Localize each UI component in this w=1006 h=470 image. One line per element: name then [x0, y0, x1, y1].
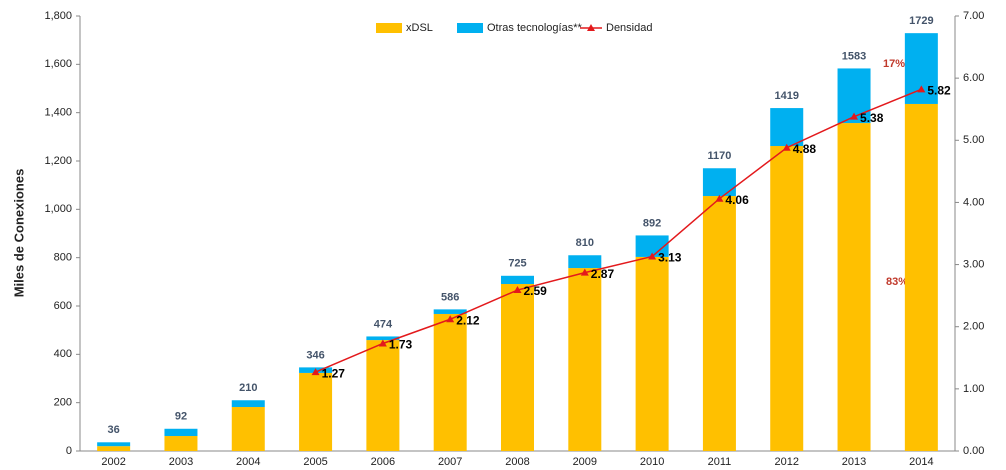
- x-tick-label: 2006: [371, 456, 395, 468]
- total-label: 36: [108, 424, 120, 436]
- bar-segment: [501, 284, 534, 451]
- y-tick-label: 1,200: [44, 155, 72, 167]
- x-tick-label: 2009: [573, 456, 597, 468]
- line-marker: [378, 339, 387, 347]
- x-tick-label: 2012: [774, 456, 798, 468]
- total-label: 810: [576, 237, 594, 249]
- bar-segment: [904, 103, 938, 451]
- line-marker: [648, 252, 657, 260]
- bar-segment: [299, 372, 333, 451]
- total-label: 346: [306, 349, 324, 361]
- total-label: 474: [374, 318, 393, 330]
- y-tick-label: 400: [54, 348, 72, 360]
- data-label: 4.88: [793, 142, 817, 156]
- x-tick-label: 2014: [909, 456, 933, 468]
- line-marker: [715, 194, 724, 202]
- x-tick-label: 2013: [842, 456, 866, 468]
- total-label: 1419: [774, 90, 798, 102]
- bar-segment: [164, 428, 198, 437]
- total-label: 1170: [707, 150, 731, 162]
- y2-tick-label: 6.00: [963, 72, 984, 84]
- bar-segment: [635, 235, 669, 257]
- y-tick-label: 1,400: [44, 107, 72, 119]
- x-tick-label: 2002: [101, 456, 125, 468]
- legend-swatch: [376, 23, 402, 33]
- y-tick-label: 1,000: [44, 203, 72, 215]
- y2-tick-label: 5.00: [963, 134, 984, 146]
- y2-tick-label: 1.00: [963, 383, 984, 395]
- y-tick-label: 1,800: [44, 10, 72, 22]
- data-label: 5.38: [860, 111, 884, 125]
- legend-label: Densidad: [606, 22, 652, 34]
- line-marker: [782, 143, 791, 151]
- x-tick-label: 2004: [236, 456, 260, 468]
- bar-segment: [568, 255, 602, 269]
- data-label: 2.87: [591, 267, 615, 281]
- line-marker: [446, 315, 455, 323]
- legend-label: Otras tecnologías**: [487, 22, 582, 34]
- y-tick-label: 800: [54, 252, 72, 264]
- y2-tick-label: 2.00: [963, 321, 984, 333]
- total-label: 725: [508, 258, 526, 270]
- data-label: 1.73: [389, 338, 413, 352]
- bar-segment: [770, 146, 804, 451]
- bar-segment: [231, 407, 265, 451]
- bar-segment: [97, 446, 131, 451]
- annotation: 83%: [886, 276, 908, 288]
- line-marker: [311, 368, 320, 376]
- bar-segment: [433, 309, 467, 314]
- y-tick-label: 200: [54, 397, 72, 409]
- data-label: 3.13: [658, 251, 682, 265]
- line-marker: [917, 85, 926, 93]
- line-marker: [850, 112, 859, 120]
- data-label: 2.12: [456, 313, 480, 327]
- bar-segment: [702, 196, 736, 451]
- bar-segment: [635, 256, 669, 451]
- bar-segment: [231, 400, 265, 408]
- bar-segment: [501, 275, 534, 285]
- y-axis-label: Miles de Conexiones: [11, 169, 26, 298]
- y2-tick-label: 4.00: [963, 196, 984, 208]
- line: [315, 88, 922, 373]
- bar-segment: [366, 340, 400, 451]
- bar-segment: [366, 336, 400, 341]
- annotation: 17%: [883, 58, 905, 70]
- bar-segment: [97, 442, 131, 447]
- x-tick-label: 2011: [708, 456, 732, 468]
- y-tick-label: 600: [54, 300, 72, 312]
- line-marker: [513, 286, 522, 294]
- line-marker: [580, 268, 589, 276]
- total-label: 210: [239, 382, 257, 394]
- y-tick-label: 1,600: [44, 58, 72, 70]
- y-tick-label: 0: [66, 445, 72, 457]
- bar-segment: [837, 123, 871, 451]
- data-label: 4.06: [725, 193, 749, 207]
- y2-tick-label: 7.00: [963, 10, 984, 22]
- total-label: 92: [175, 411, 187, 423]
- total-label: 892: [643, 217, 661, 229]
- total-label: 1583: [842, 50, 866, 62]
- data-label: 2.59: [524, 284, 548, 298]
- bar-segment: [770, 108, 804, 147]
- data-label: 1.27: [322, 366, 346, 380]
- x-tick-label: 2008: [505, 456, 529, 468]
- bar-segment: [568, 268, 602, 451]
- total-label: 586: [441, 291, 459, 303]
- bar-segment: [164, 436, 198, 451]
- legend-swatch: [587, 24, 595, 31]
- x-tick-label: 2010: [640, 456, 664, 468]
- legend-label: xDSL: [406, 22, 433, 34]
- x-tick-label: 2005: [303, 456, 327, 468]
- data-label: 5.82: [927, 84, 951, 98]
- bar-segment: [433, 313, 467, 451]
- y2-tick-label: 3.00: [963, 258, 984, 270]
- x-tick-label: 2003: [169, 456, 193, 468]
- x-tick-label: 2007: [438, 456, 462, 468]
- legend-swatch: [457, 23, 483, 33]
- y2-tick-label: 0.00: [963, 445, 984, 457]
- total-label: 1729: [909, 15, 933, 27]
- bar-segment: [702, 168, 736, 197]
